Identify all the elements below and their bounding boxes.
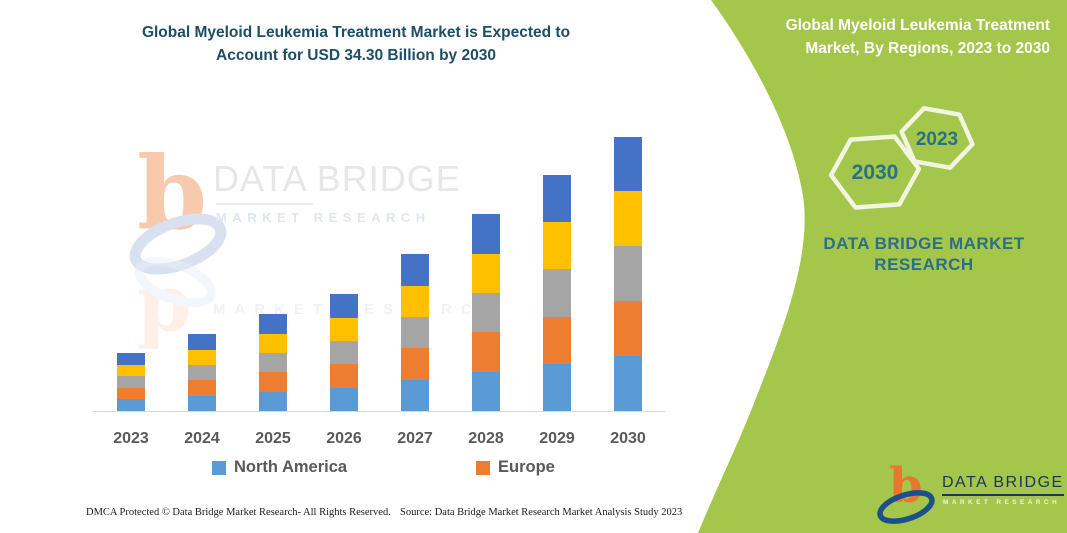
bar-segment [259, 391, 287, 411]
bar-segment [117, 399, 145, 411]
bar-segment [188, 380, 216, 396]
bar-segment [543, 175, 571, 223]
bar-segment [472, 214, 500, 254]
bar-segment [401, 316, 429, 349]
hexagon-badges: 2023 2030 [828, 106, 975, 210]
bar-segment [543, 222, 571, 270]
bar-segment [614, 136, 642, 192]
bar-segment [259, 314, 287, 334]
bar-segment [330, 317, 358, 341]
legend-item-europe: Europe [476, 458, 555, 477]
bar-segment [472, 332, 500, 372]
footer-source-text: Source: Data Bridge Market Research Mark… [400, 507, 683, 518]
brand-logo-subtext: MARKET RESEARCH [943, 499, 1061, 506]
bar-segment [614, 191, 642, 247]
bar-segment [330, 340, 358, 365]
brand-logo-icon: b [877, 460, 935, 524]
bar-segment [543, 363, 571, 411]
x-axis-label: 2025 [255, 430, 291, 447]
svg-text:b: b [889, 460, 923, 514]
bar-segment [614, 246, 642, 302]
bar-segment [472, 253, 500, 293]
x-axis-label: 2023 [113, 430, 149, 447]
x-axis-label: 2029 [539, 430, 575, 447]
bar-segment [259, 333, 287, 353]
bar-segment [117, 353, 145, 365]
bar-segment [188, 334, 216, 350]
bar-segment [188, 395, 216, 411]
x-axis-line [93, 411, 665, 412]
footer-dmca-text: DMCA Protected © Data Bridge Market Rese… [86, 507, 391, 518]
side-panel-title: Global Myeloid Leukemia Treatment Market… [785, 17, 1050, 57]
x-axis-label: 2028 [468, 430, 504, 447]
page-title: Global Myeloid Leukemia Treatment Market… [141, 24, 571, 64]
legend-label-north-america: North America [234, 458, 348, 476]
bar-segment [401, 348, 429, 380]
legend-swatch-north-america [212, 460, 226, 475]
bar-segment [401, 379, 429, 411]
legend-label-europe: Europe [498, 458, 555, 476]
watermark-title: DATA BRIDGE [213, 158, 461, 199]
hexagon-2030 [828, 134, 922, 210]
hexagon-2030-label: 2030 [852, 161, 899, 184]
bar-segment [330, 294, 358, 318]
bar-segment [401, 285, 429, 317]
x-axis-label: 2026 [326, 430, 362, 447]
bar-segment [259, 352, 287, 373]
brand-logo-wordmark: DATA BRIDGE [942, 474, 1064, 496]
bar-segment [543, 316, 571, 364]
bar-segment [614, 356, 642, 411]
watermark-logo-reflection: b [134, 256, 216, 362]
bar-segment [117, 376, 145, 388]
x-axis-label: 2030 [610, 430, 646, 447]
watermark-underline [216, 203, 313, 205]
bar-segment [188, 364, 216, 381]
bar-segment [188, 349, 216, 365]
x-axis-label: 2027 [397, 430, 433, 447]
bar-segment [330, 364, 358, 388]
bar-segment [543, 269, 571, 317]
bar-segment [472, 292, 500, 333]
bar-segment [259, 372, 287, 392]
legend-item-north-america: North America [212, 458, 347, 477]
hexagon-2023-label: 2023 [916, 129, 958, 150]
bar-segment [117, 364, 145, 377]
bar-segment [614, 301, 642, 357]
bar-segment [472, 371, 500, 411]
bar-segment [330, 387, 358, 411]
x-axis-label: 2024 [184, 430, 220, 447]
bar-segment [401, 254, 429, 286]
brand-logo: b DATA BRIDGE MARKET RESEARCH [876, 458, 1066, 528]
watermark-subtitle: MARKET RESEARCH [216, 210, 431, 225]
watermark-logo-icon: b [129, 134, 227, 275]
bar-segment [117, 387, 145, 400]
legend-swatch-europe [476, 460, 490, 475]
brand-caption: DATA BRIDGE MARKET RESEARCH [823, 234, 1025, 274]
